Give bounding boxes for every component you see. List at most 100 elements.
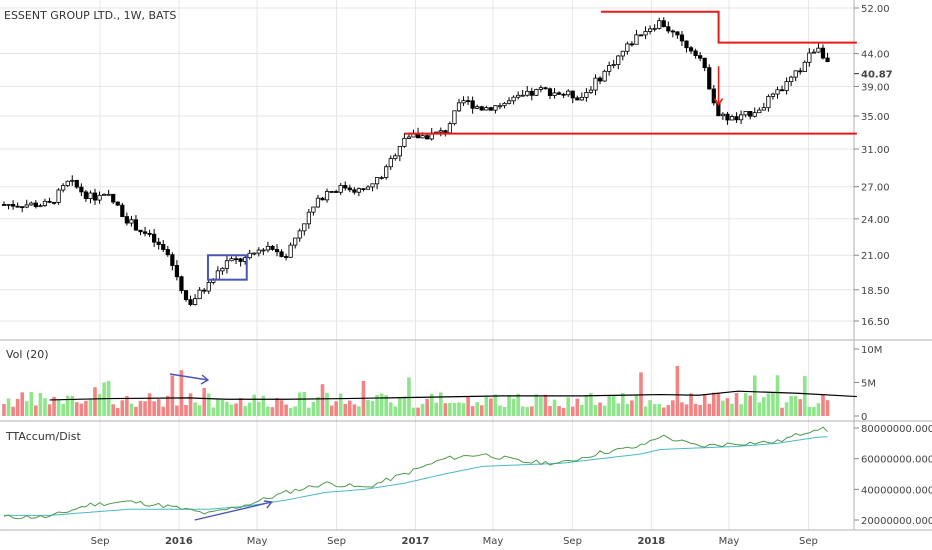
candle-body <box>384 166 389 178</box>
volume-bar <box>762 397 766 416</box>
volume-bar <box>580 404 584 416</box>
candle-body <box>115 201 120 206</box>
volume-bar <box>457 402 461 416</box>
candle-body <box>88 192 93 200</box>
candle-body <box>156 241 161 245</box>
volume-bar <box>539 397 543 416</box>
volume-bar <box>398 397 402 416</box>
candle-body <box>334 191 339 193</box>
price-tick-label-2: 39.00 <box>861 82 890 93</box>
volume-bar <box>270 407 275 416</box>
candle-body <box>570 90 575 99</box>
volume-bar <box>439 392 443 416</box>
volume-bar <box>780 407 784 416</box>
candle-body <box>825 57 830 63</box>
volume-bar <box>6 398 11 416</box>
candle-body <box>361 188 366 191</box>
candle-body <box>789 76 794 83</box>
candle-body <box>61 185 66 191</box>
candle-body <box>652 27 657 30</box>
candle-body <box>688 47 694 52</box>
volume-bar <box>475 402 479 416</box>
volume-bar <box>293 406 297 416</box>
candle-body <box>6 203 11 206</box>
candle-body <box>702 57 707 69</box>
volume-bar <box>420 403 425 416</box>
volume-bar <box>175 405 179 416</box>
candle-body <box>525 90 530 96</box>
price-tick-label-4: 31.00 <box>861 145 890 156</box>
candle-body <box>370 183 375 188</box>
candle-body <box>557 92 562 95</box>
volume-bar <box>206 393 211 416</box>
volume-bar <box>598 402 602 416</box>
candle-body <box>516 94 521 98</box>
volume-bar <box>443 403 448 416</box>
volume-bar <box>784 402 789 416</box>
volume-bar <box>120 400 125 416</box>
volume-bar <box>202 388 206 416</box>
candle-body <box>493 105 498 111</box>
candle-body <box>83 191 88 200</box>
volume-bar <box>220 400 225 416</box>
volume-bar <box>698 404 702 416</box>
candle-body <box>220 267 225 272</box>
candle-body <box>648 28 653 32</box>
volume-bar <box>156 399 161 416</box>
candle-body <box>420 135 425 139</box>
volume-bar <box>489 398 493 416</box>
candle-body <box>42 200 48 207</box>
candle-body <box>584 92 589 98</box>
candle-body <box>711 88 716 104</box>
volume-bar <box>712 392 716 416</box>
volume-bar <box>425 398 429 416</box>
candle-body <box>470 100 475 109</box>
candle-body <box>274 249 280 253</box>
volume-bar <box>630 400 634 416</box>
grid-lines <box>0 0 854 530</box>
volume-bar <box>716 393 721 416</box>
volume-bar <box>211 407 216 416</box>
candle-body <box>461 100 466 104</box>
candle-body <box>252 252 257 255</box>
volume-bar <box>570 406 575 416</box>
chart-title: ESSENT GROUP LTD., 1W, BATS <box>4 9 176 22</box>
volume-bar <box>625 403 630 416</box>
volume-bar <box>161 406 166 416</box>
volume-bar <box>188 393 193 416</box>
time-tick-label-8: May <box>719 536 740 547</box>
volume-bar <box>634 394 639 416</box>
candle-body <box>393 155 398 159</box>
volume-bar <box>593 404 598 416</box>
candle-body <box>38 205 43 208</box>
candle-body <box>311 206 316 213</box>
candle-body <box>657 20 662 29</box>
candle-body <box>679 34 685 42</box>
volume-bar <box>243 405 247 416</box>
candle-body <box>179 276 184 291</box>
volume-bar <box>693 403 698 416</box>
candle-body <box>306 211 311 225</box>
volume-bar <box>125 396 129 416</box>
accum-tick-label-1: 60000000.000 <box>861 455 932 466</box>
volume-bar <box>607 396 611 416</box>
volume-bar <box>325 392 329 416</box>
volume-bar <box>680 402 684 416</box>
candle-body <box>297 230 302 239</box>
time-tick-label-6: Sep <box>563 536 582 547</box>
candle-body <box>502 102 507 107</box>
candle-body <box>602 70 607 82</box>
volume-bar <box>602 405 607 416</box>
candle-body <box>256 249 261 254</box>
volume-bar <box>652 404 657 416</box>
price-tick-label-7: 21.00 <box>861 251 890 262</box>
candle-body <box>374 177 380 185</box>
volume-arrow-shaft <box>169 373 209 381</box>
volume-bar <box>70 395 75 416</box>
volume-bar <box>407 377 411 416</box>
price-tick-label-3: 35.00 <box>861 112 890 123</box>
candle-body <box>552 92 557 96</box>
candle-body <box>597 77 603 82</box>
volume-bar <box>648 400 652 416</box>
